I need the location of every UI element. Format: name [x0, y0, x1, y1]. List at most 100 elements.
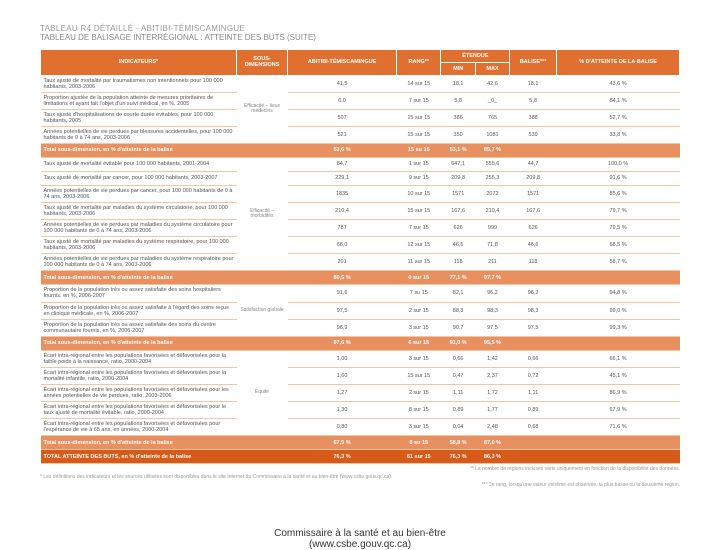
- cell: 2 sur 15: [397, 384, 441, 401]
- cell: 68,5 %: [557, 237, 680, 254]
- row-label: Total sous-dimension, en % d'atteinte de…: [41, 336, 288, 350]
- cell: 86,9 %: [557, 384, 680, 401]
- cell: 66,1 %: [557, 350, 680, 367]
- cell: 5,8: [510, 92, 557, 109]
- cell: 15 su 15: [397, 143, 441, 157]
- cell: 76,3 %: [288, 450, 397, 464]
- cell: 118: [510, 254, 557, 271]
- cell: 90,7: [441, 319, 475, 336]
- cell: [510, 336, 557, 350]
- cell: [510, 436, 557, 450]
- col-min: MIN: [441, 62, 475, 75]
- cell: 210,4: [288, 203, 397, 220]
- cell: 0,04: [441, 419, 475, 436]
- cell: 9 sur 15: [397, 171, 441, 185]
- cell: 0 sur 15: [397, 271, 441, 285]
- cell: 52,7 %: [557, 109, 680, 126]
- cell: 71,8: [475, 237, 509, 254]
- cell: [557, 450, 680, 464]
- sous-dimension: Efficacité – lieux médecins: [237, 75, 288, 143]
- cell: 2,48: [475, 419, 509, 436]
- cell: 77,1 %: [441, 271, 475, 285]
- cell: 95,5 %: [475, 336, 509, 350]
- row-label: Total sous-dimension, en % d'atteinte de…: [41, 271, 288, 285]
- row-label: Proportion de la population très ou asse…: [41, 285, 237, 302]
- cell: 999: [475, 220, 509, 237]
- caption-line-2: (www.csbe.gouv.qc.ca): [0, 539, 720, 550]
- cell: 1,60: [288, 367, 397, 384]
- cell: 67,5 %: [288, 436, 397, 450]
- row-label: Taux ajusté de mortalité par maladies du…: [41, 203, 237, 220]
- cell: 1 sur 15: [397, 157, 441, 171]
- table-title-2: TABLEAU DE BALISAGE INTERRÉGIONAL : ATTE…: [40, 33, 680, 43]
- cell: 7 sur 15: [397, 220, 441, 237]
- row-label: Taux ajusté de mortalité par traumatisme…: [41, 75, 237, 92]
- cell: 53,1 %: [441, 143, 475, 157]
- col-indicateurs: INDICATEURS*: [41, 49, 237, 75]
- cell: 6 sur 15: [397, 336, 441, 350]
- cell: 15 sur 15: [397, 126, 441, 143]
- footnote-3: *** 3e rang, lorsqu'une valeur extrême e…: [40, 482, 680, 488]
- cell: 1,77: [475, 402, 509, 419]
- row-label: Écart intra-régional entre les populatio…: [41, 384, 237, 401]
- cell: 8 sur 15: [397, 402, 441, 419]
- cell: 6,0: [288, 92, 397, 109]
- footnote-2: ** Le nombre de régions incluses varie u…: [40, 466, 680, 472]
- col-sousdim: SOUS-DIMENSIONS: [237, 49, 288, 75]
- row-label: Taux ajusté de mortalité par cancer, pou…: [41, 171, 237, 185]
- cell: 76,3 %: [441, 450, 475, 464]
- cell: _0_: [475, 92, 509, 109]
- cell: 1081: [475, 126, 509, 143]
- cell: [557, 436, 680, 450]
- data-table: INDICATEURS* SOUS-DIMENSIONS ABITIBI-TÉM…: [40, 49, 680, 465]
- footnote-1: * Les définitions des indicateurs et les…: [40, 474, 680, 480]
- cell: 33,8 %: [557, 126, 680, 143]
- cell: 8 su 15: [397, 436, 441, 450]
- cell: 84,1 %: [557, 92, 680, 109]
- cell: 67,9 %: [557, 402, 680, 419]
- row-label: TOTAL ATTEINTE DES BUTS, en % d'atteinte…: [41, 450, 288, 464]
- cell: 388: [510, 109, 557, 126]
- cell: 0,89: [510, 402, 557, 419]
- row-label: Proportion de la population très ou asse…: [41, 302, 237, 319]
- cell: 787: [288, 220, 397, 237]
- cell: 555,6: [475, 157, 509, 171]
- cell: 1835: [288, 185, 397, 202]
- cell: 14 sur 15: [397, 75, 441, 92]
- cell: 58,7 %: [557, 254, 680, 271]
- cell: 86,3 %: [475, 450, 509, 464]
- sous-dimension: Satisfaction globale: [237, 285, 288, 336]
- cell: 229,1: [288, 171, 397, 185]
- row-label: Taux ajusté de mortalité évitable pour 1…: [41, 157, 237, 171]
- row-label: Années potentielles de vie perdues par m…: [41, 254, 237, 271]
- cell: 99,0 %: [557, 302, 680, 319]
- col-max: MAX: [475, 62, 509, 75]
- cell: 1,11: [510, 384, 557, 401]
- cell: 79,7 %: [557, 203, 680, 220]
- col-balise: BALISE***: [510, 49, 557, 75]
- cell: 2 sur 15: [397, 302, 441, 319]
- row-label: Écart intra-régional entre les populatio…: [41, 402, 237, 419]
- cell: 46,6: [441, 237, 475, 254]
- cell: 647,1: [441, 157, 475, 171]
- cell: 46,6: [510, 237, 557, 254]
- cell: [557, 143, 680, 157]
- cell: 11 sur 15: [397, 254, 441, 271]
- cell: 98,3: [510, 302, 557, 319]
- row-label: Taux ajusté d'hospitalisations de courte…: [41, 109, 237, 126]
- cell: 0,47: [441, 367, 475, 384]
- cell: 0,66: [441, 350, 475, 367]
- cell: 45,1 %: [557, 367, 680, 384]
- cell: 53,6 %: [288, 143, 397, 157]
- col-region: ABITIBI-TÉMISCAMINGUE: [288, 49, 397, 75]
- cell: [557, 271, 680, 285]
- cell: 71,6 %: [557, 419, 680, 436]
- cell: 0,72: [510, 367, 557, 384]
- cell: 87,0 %: [475, 436, 509, 450]
- cell: 85,7 %: [475, 143, 509, 157]
- cell: 1,00: [288, 350, 397, 367]
- cell: 18,1: [441, 75, 475, 92]
- cell: 96,9: [288, 319, 397, 336]
- row-label: Années potentielles de vie perdues par m…: [41, 220, 237, 237]
- cell: 3 sur 15: [397, 319, 441, 336]
